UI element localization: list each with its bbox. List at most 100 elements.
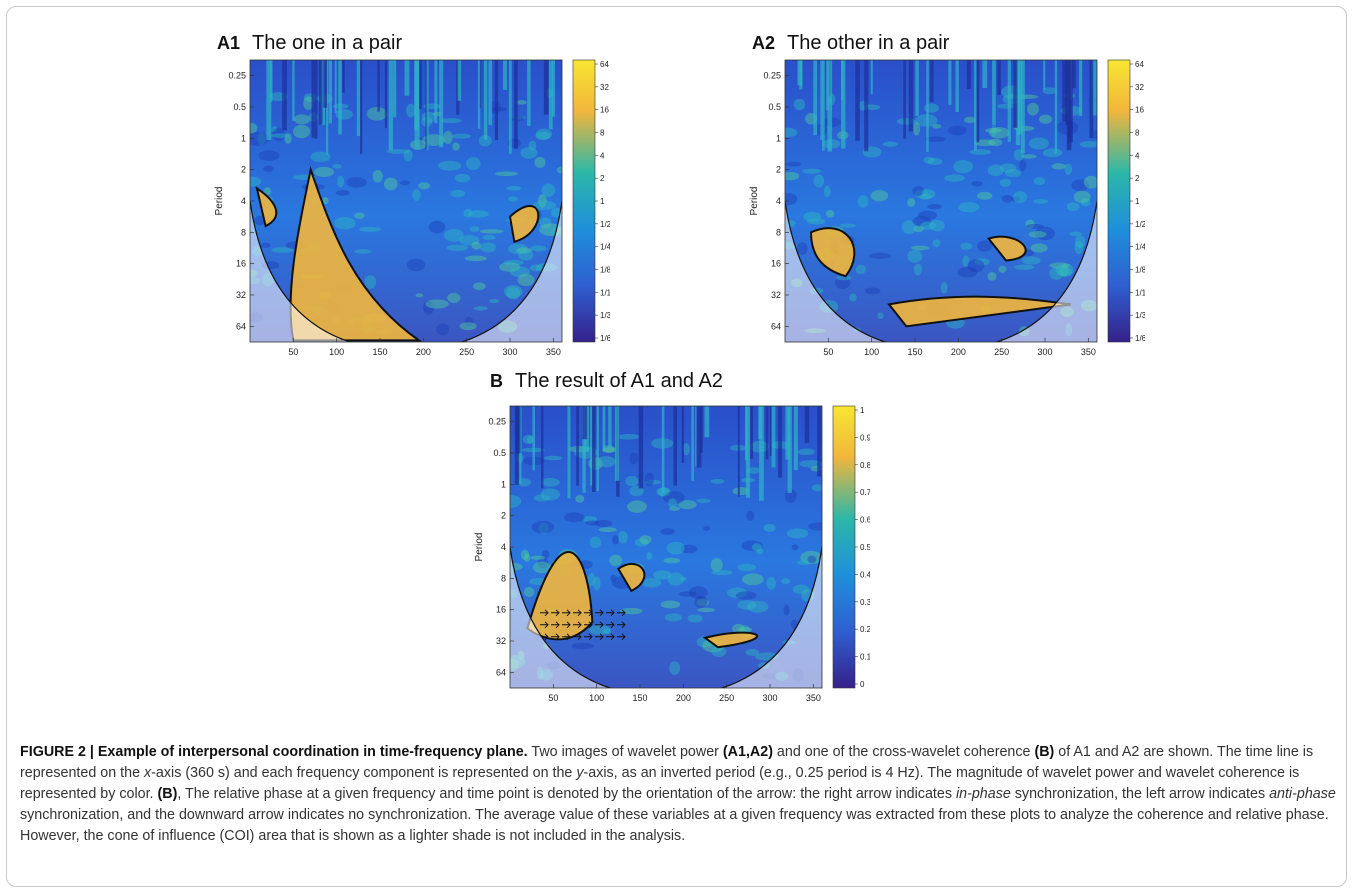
- caption-text-2: and one of the cross-wavelet coherence: [772, 744, 1035, 760]
- colorbar-tick-label: 1/2: [600, 220, 610, 229]
- caption-text-5: -axis, as an inverted period (e.g., 0.25…: [20, 765, 1300, 802]
- y-tick-label: 8: [501, 573, 506, 583]
- y-tick-label: 8: [241, 227, 246, 237]
- y-axis-label: Period: [749, 187, 760, 216]
- y-tick-label: 32: [236, 290, 246, 300]
- colorbar-tick-label: 2: [1135, 174, 1140, 183]
- y-tick-label: 2: [241, 165, 246, 175]
- colorbar-tick-label: 1/32: [600, 311, 610, 320]
- caption-in-phase: in-phase: [955, 786, 1011, 802]
- x-tick-label: 250: [994, 347, 1009, 357]
- cone-of-influence-line: [250, 200, 562, 342]
- figure-frame: [6, 6, 1347, 887]
- colorbar-tick-label: 0.4: [860, 570, 870, 579]
- colorbar: [572, 59, 596, 343]
- panel-a2-label: A2 The other in a pair: [752, 32, 949, 55]
- x-tick-label: 300: [502, 347, 517, 357]
- y-tick-label: 16: [236, 259, 246, 269]
- wavelet-power-chart-a2: 0.25 0.5 1 2 4 8 16 32 64 50 100 150 200 250 300 350 Per…: [749, 59, 1145, 357]
- y-tick-label: 1: [241, 133, 246, 143]
- colorbar-tick-label: 0.1: [860, 653, 870, 662]
- colorbar-tick-label: 1/32: [1135, 311, 1145, 320]
- x-tick-label: 200: [676, 693, 691, 703]
- y-tick-label: 64: [771, 321, 781, 331]
- panel-b-label: B The result of A1 and A2: [490, 370, 723, 393]
- x-tick-label: 100: [329, 347, 344, 357]
- y-axis-label: Period: [474, 533, 485, 562]
- y-tick-label: 0.5: [233, 102, 246, 112]
- caption-text-6: , The relative phase at a given frequenc…: [177, 786, 956, 802]
- cone-of-influence-shade: [510, 406, 822, 688]
- caption-x-axis: x: [144, 765, 152, 781]
- cone-of-influence-line: [785, 200, 1097, 342]
- colorbar-tick-label: 0: [860, 680, 865, 689]
- caption-text-1: Two images of wavelet power: [527, 744, 723, 760]
- x-tick-label: 50: [288, 347, 298, 357]
- colorbar-tick-label: 1/4: [600, 243, 610, 252]
- y-tick-label: 0.25: [763, 71, 781, 81]
- colorbar-tick-label: 0.5: [860, 543, 870, 552]
- y-tick-label: 0.25: [228, 71, 246, 81]
- x-tick-label: 200: [951, 347, 966, 357]
- colorbar: [1107, 59, 1131, 343]
- x-tick-label: 350: [1081, 347, 1096, 357]
- y-tick-label: 2: [501, 511, 506, 521]
- colorbar-tick-label: 1/8: [600, 266, 610, 275]
- x-tick-label: 250: [459, 347, 474, 357]
- x-tick-label: 250: [719, 693, 734, 703]
- colorbar-tick-label: 1/64: [600, 334, 610, 343]
- x-tick-label: 150: [372, 347, 387, 357]
- cone-of-influence-line: [510, 546, 822, 688]
- colorbar-tick-label: 1/4: [1135, 243, 1145, 252]
- colorbar-tick-label: 32: [1135, 83, 1144, 92]
- colorbar-tick-label: 8: [600, 129, 605, 138]
- colorbar-tick-label: 2: [600, 174, 605, 183]
- caption-ref-b: (B): [1034, 744, 1055, 760]
- colorbar-tick-label: 4: [600, 151, 605, 160]
- colorbar-tick-label: 32: [600, 83, 609, 92]
- colorbar-tick-label: 1/16: [1135, 288, 1145, 297]
- caption-text-3: of A1 and A2 are shown. The time line is…: [20, 744, 1314, 781]
- x-tick-label: 350: [546, 347, 561, 357]
- y-tick-label: 4: [241, 196, 246, 206]
- caption-text-4: -axis (360 s) and each frequency compone…: [151, 765, 577, 781]
- y-tick-label: 64: [236, 321, 246, 331]
- caption-text-7: synchronization, the left arrow indicate…: [1010, 786, 1270, 802]
- colorbar-tick-label: 0.2: [860, 625, 870, 634]
- y-tick-label: 8: [776, 227, 781, 237]
- x-tick-label: 200: [416, 347, 431, 357]
- x-tick-label: 300: [1037, 347, 1052, 357]
- panel-a1-tag: A1: [217, 33, 241, 53]
- colorbar-tick-label: 64: [1135, 60, 1144, 69]
- caption-label: FIGURE 2 | Example of interpersonal coor…: [20, 744, 528, 760]
- caption-anti-phase: anti-phase: [1269, 786, 1336, 802]
- caption-y-axis: y: [576, 765, 584, 781]
- cone-of-influence-shade: [785, 60, 1097, 342]
- cross-wavelet-coherence-chart-b: 0.25 0.5 1 2 4 8 16 32 64 50 100 150 200 250 300 350 Per…: [474, 405, 870, 703]
- caption-ref-a1a2: (A1,A2): [722, 744, 773, 760]
- colorbar-tick-label: 4: [1135, 151, 1140, 160]
- y-tick-label: 32: [496, 636, 506, 646]
- y-tick-label: 1: [501, 479, 506, 489]
- wavelet-power-chart-a1: 0.25 0.5 1 2 4 8 16 32 64 50 100 150 200 250 300 350 Per…: [214, 59, 610, 357]
- caption-text-8: synchronization, and the downward arrow …: [20, 807, 1329, 844]
- panel-a2-title: The other in a pair: [787, 32, 950, 54]
- colorbar-tick-label: 1: [1135, 197, 1140, 206]
- colorbar-tick-label: 1/16: [600, 288, 610, 297]
- panel-b-tag: B: [490, 371, 503, 391]
- y-axis-label: Period: [214, 187, 225, 216]
- y-tick-label: 0.5: [493, 448, 506, 458]
- x-tick-label: 100: [864, 347, 879, 357]
- x-tick-label: 50: [548, 693, 558, 703]
- y-tick-label: 2: [776, 165, 781, 175]
- x-tick-label: 100: [589, 693, 604, 703]
- colorbar-tick-label: 1: [860, 406, 865, 415]
- y-tick-label: 32: [771, 290, 781, 300]
- colorbar-tick-label: 0.3: [860, 598, 870, 607]
- colorbar-tick-label: 0.9: [860, 433, 870, 442]
- colorbar-tick-label: 1/2: [1135, 220, 1145, 229]
- panel-a1-label: A1 The one in a pair: [217, 32, 402, 55]
- figure-caption: FIGURE 2 | Example of interpersonal coor…: [20, 742, 1336, 847]
- x-tick-label: 350: [806, 693, 821, 703]
- x-tick-label: 50: [823, 347, 833, 357]
